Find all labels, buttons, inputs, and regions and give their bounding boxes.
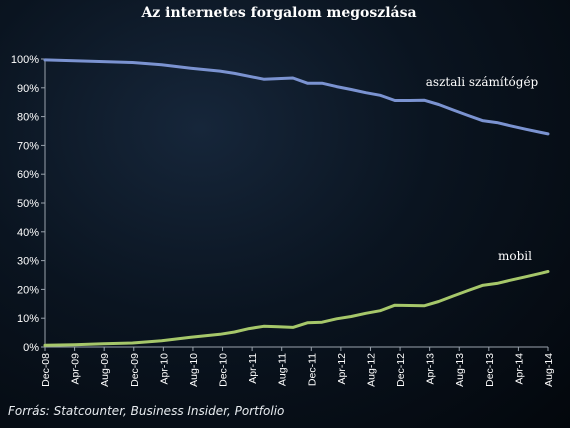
x-tick-label: Dec-12 [395,353,407,387]
x-tick-label: Dec-10 [218,353,230,387]
y-tick-label: 10% [17,313,39,325]
y-tick-label: 80% [17,112,39,124]
x-tick-label: Aug-13 [454,353,466,387]
chart-title: Az internetes forgalom megoszlása [140,5,416,21]
x-tick-label: Apr-14 [513,353,525,385]
x-tick-label: Apr-09 [70,353,82,385]
x-tick-label: Apr-11 [247,353,259,384]
y-tick-label: 0% [23,342,39,354]
y-tick-label: 20% [17,284,39,296]
chart-axes: 0% 10% 20% 30% 40% 50% 60% 70% 80% 90% 100% Dec-08 A… [11,54,555,387]
x-tick-label: Dec-08 [40,353,52,387]
x-tick-label: Aug-09 [99,353,111,387]
x-tick-label: Aug-10 [188,353,200,387]
x-tick-label: Apr-13 [425,353,437,385]
y-tick-label: 50% [17,198,39,210]
y-tick-label: 70% [17,140,39,152]
x-tick-label: Dec-13 [484,353,496,387]
x-tick-label: Apr-10 [158,353,170,385]
series-label: asztali számítógép [426,75,539,89]
y-tick-label: 90% [17,83,39,95]
x-tick-label: Apr-12 [336,353,348,385]
x-tick-label: Aug-11 [277,353,289,386]
series-line [43,58,550,136]
y-tick-label: 30% [17,256,39,268]
y-tick-label: 40% [17,227,39,239]
source-note: Forrás: Statcounter, Business Insider, P… [8,404,285,418]
y-tick-label: 60% [17,169,39,181]
x-tick-label: Aug-12 [365,353,377,387]
y-tick-label: 100% [11,54,39,66]
series-line [43,270,550,347]
series-label: mobil [498,249,532,263]
x-tick-label: Aug-14 [543,353,555,387]
x-tick-label: Dec-09 [129,353,141,387]
x-tick-label: Dec-11 [306,353,318,386]
series-layer: asztali számítógép mobil [43,58,550,347]
